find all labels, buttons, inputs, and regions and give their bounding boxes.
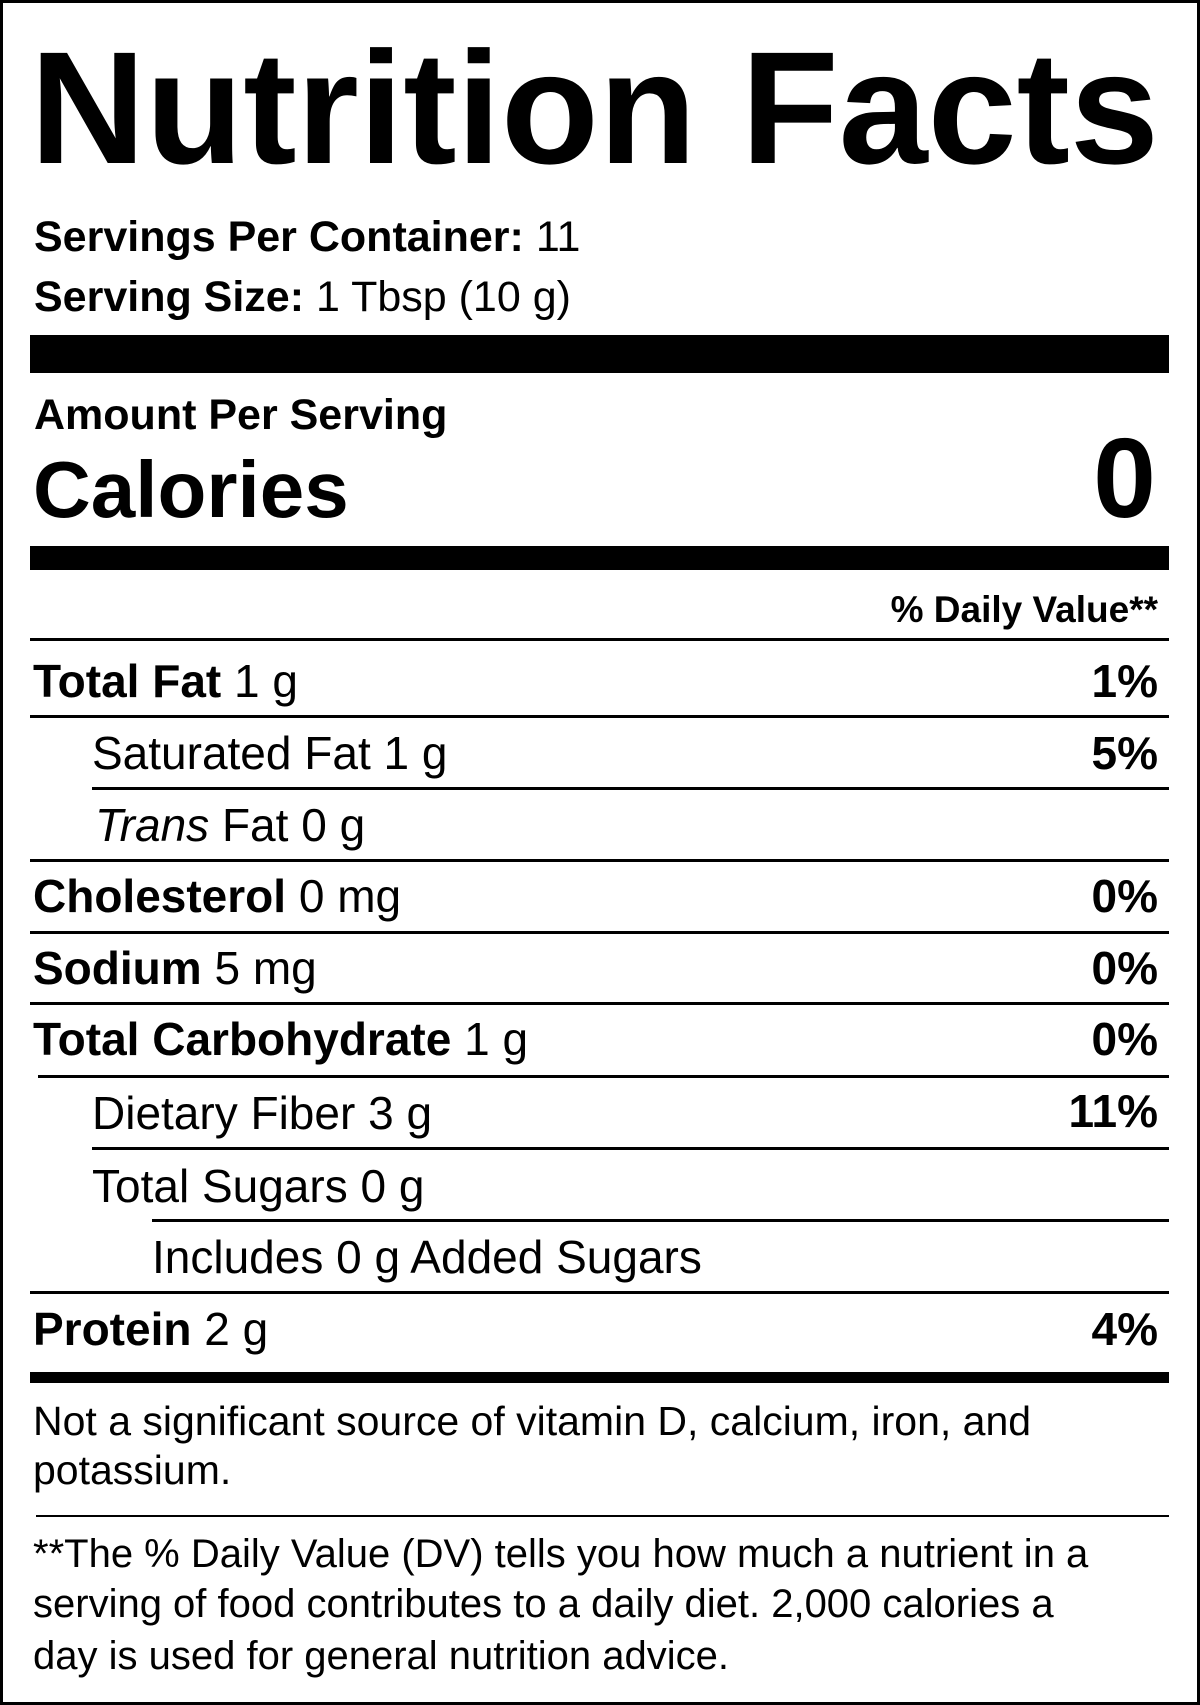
nutrient-name: Protein [33, 1303, 192, 1355]
nutrient-name: Fat [221, 799, 289, 851]
nutrient-amount: 0 mg [298, 870, 402, 922]
nutrient-name: Cholesterol [33, 870, 287, 922]
divider [30, 859, 1169, 862]
nutrient-amount: 1 g [464, 1013, 529, 1065]
nutrient-dv: 0% [1091, 1013, 1158, 1065]
divider [38, 1075, 1169, 1078]
footnote-line: day is used for general nutrition advice… [33, 1634, 729, 1678]
servings-label: Servings Per Container: [34, 213, 524, 261]
nutrient-name: Includes 0 g Added Sugars [152, 1231, 702, 1283]
footnote-line: **The % Daily Value (DV) tells you how m… [33, 1532, 1089, 1576]
nutrient-dv: 0% [1091, 942, 1158, 994]
nutrient-row-added-sugars: Includes 0 g Added Sugars [152, 1234, 702, 1280]
divider [152, 1219, 1169, 1222]
serving-size-value: 1 Tbsp (10 g) [315, 273, 571, 321]
nutrient-row-cholesterol: Cholesterol 0 mg [33, 873, 401, 919]
nutrient-name-italic: Trans [95, 799, 210, 851]
divider [30, 1291, 1169, 1294]
divider [92, 787, 1169, 790]
nutrient-name: Total Sugars [92, 1160, 348, 1212]
footnote-line: serving of food contributes to a daily d… [33, 1582, 1054, 1626]
dv-header: % Daily Value** [890, 589, 1158, 630]
divider [30, 715, 1169, 718]
divider [30, 1002, 1169, 1005]
serving-size: Serving Size: 1 Tbsp (10 g) [34, 276, 571, 319]
servings-per-container: Servings Per Container: 11 [34, 216, 580, 259]
nutrient-dv: 4% [1091, 1303, 1158, 1355]
nutrient-row-total-fat: Total Fat 1 g [33, 658, 298, 704]
nutrient-name: Dietary Fiber [92, 1087, 356, 1139]
nutrient-row-sodium: Sodium 5 mg [33, 945, 317, 991]
thick-divider [30, 546, 1169, 570]
not-significant-line: potassium. [33, 1447, 232, 1493]
not-significant-line: Not a significant source of vitamin D, c… [33, 1398, 1032, 1444]
divider [92, 1147, 1169, 1150]
nutrient-dv: 11% [1068, 1085, 1158, 1137]
divider [30, 931, 1169, 934]
nutrient-name: Total Carbohydrate [33, 1013, 452, 1065]
nutrient-dv: 1% [1091, 655, 1158, 707]
nutrient-amount: 5 mg [214, 942, 317, 994]
nutrient-amount: 2 g [204, 1303, 269, 1355]
nutrient-amount: 1 g [383, 727, 448, 779]
nutrient-row-saturated-fat: Saturated Fat 1 g [92, 730, 447, 776]
divider [30, 638, 1169, 641]
nutrient-row-total-sugars: Total Sugars 0 g [92, 1163, 424, 1209]
nutrient-amount: 1 g [234, 655, 298, 707]
label-title: Nutrition Facts [30, 18, 1159, 197]
nutrient-row-trans-fat: Trans Fat 0 g [95, 802, 365, 848]
calories-value: 0 [1093, 415, 1156, 541]
nutrient-amount: 3 g [368, 1087, 433, 1139]
nutrient-row-protein: Protein 2 g [33, 1306, 268, 1352]
nutrient-dv: 0% [1091, 870, 1158, 922]
divider [36, 1515, 1169, 1517]
thick-divider [30, 335, 1169, 373]
amount-per-serving: Amount Per Serving [34, 391, 448, 439]
serving-size-label: Serving Size: [34, 273, 305, 321]
nutrient-name: Saturated Fat [92, 727, 371, 779]
nutrient-amount: 0 g [360, 1160, 425, 1212]
nutrient-name: Total Fat [33, 655, 222, 707]
nutrient-row-dietary-fiber: Dietary Fiber 3 g [92, 1090, 432, 1136]
calories-label: Calories [33, 445, 349, 534]
nutrient-name: Sodium [33, 942, 202, 994]
nutrient-amount: 0 g [301, 799, 366, 851]
nutrient-dv: 5% [1091, 727, 1158, 779]
servings-value: 11 [535, 213, 581, 261]
thick-divider [30, 1372, 1169, 1383]
nutrient-row-total-carbohydrate: Total Carbohydrate 1 g [33, 1016, 528, 1062]
